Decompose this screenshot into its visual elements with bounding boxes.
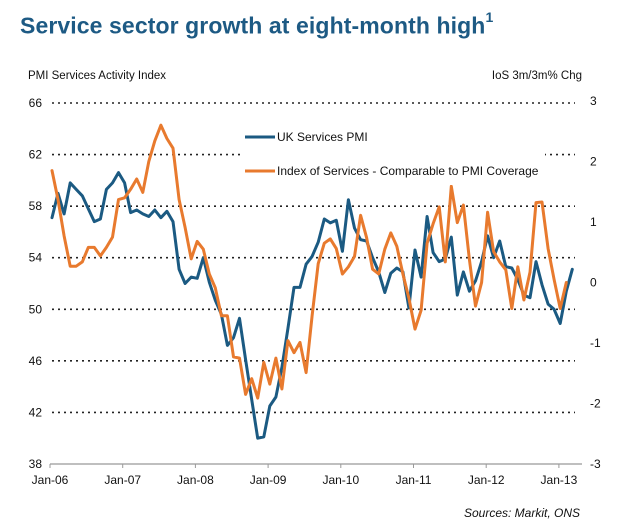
series	[50, 123, 574, 440]
source-note: Sources: Markit, ONS	[463, 506, 580, 520]
y-right-tick-label: 0	[590, 276, 597, 290]
x-tick-label: Jan-13	[541, 473, 578, 487]
y-left-tick-label: 46	[29, 354, 43, 368]
y-right-tick-label: 2	[590, 155, 597, 169]
y-right-tick-label: -3	[590, 457, 601, 471]
legend-item-uk-services-pmi: UK Services PMI	[245, 130, 368, 144]
axes: 38 42 46 50 54 58 62 66 -3 -2 -1 0 1 2 3 Jan-06 Jan-07 Ja…	[29, 94, 601, 487]
x-tick-label: Jan-10	[322, 473, 359, 487]
legend: UK Services PMI Index of Services - Compa…	[240, 125, 545, 185]
y-right-tick-label: 1	[590, 215, 597, 229]
left-axis-caption: PMI Services Activity Index	[28, 70, 167, 82]
y-right-tick-label: 3	[590, 94, 597, 108]
chart-title: Service sector growth at eight-month hig…	[20, 9, 494, 40]
title-footnote: 1	[485, 9, 494, 25]
legend-label: Index of Services - Comparable to PMI Co…	[277, 164, 539, 178]
legend-background	[240, 125, 545, 185]
y-right-tick-label: -2	[590, 397, 601, 411]
x-tick-label: Jan-08	[177, 473, 214, 487]
y-left-tick-label: 42	[29, 405, 43, 419]
series-line-index-of-services	[50, 123, 568, 400]
y-left-tick-label: 54	[29, 251, 43, 265]
x-tick-label: Jan-12	[468, 473, 505, 487]
legend-item-index-of-services: Index of Services - Comparable to PMI Co…	[245, 164, 539, 178]
right-axis-caption: IoS 3m/3m% Chg	[491, 70, 582, 82]
y-left-tick-label: 62	[29, 148, 43, 162]
x-tick-label: Jan-09	[250, 473, 287, 487]
x-tick-label: Jan-07	[104, 473, 141, 487]
y-left-tick-label: 38	[29, 457, 43, 471]
y-left-tick-label: 50	[29, 302, 43, 316]
y-left-tick-label: 58	[29, 199, 43, 213]
x-tick-label: Jan-11	[396, 473, 432, 487]
chart-title-text: Service sector growth at eight-month hig…	[20, 12, 486, 39]
legend-label: UK Services PMI	[277, 130, 368, 144]
y-left-tick-label: 66	[29, 96, 43, 110]
x-tick-label: Jan-06	[32, 473, 69, 487]
y-right-tick-label: -1	[590, 336, 601, 350]
